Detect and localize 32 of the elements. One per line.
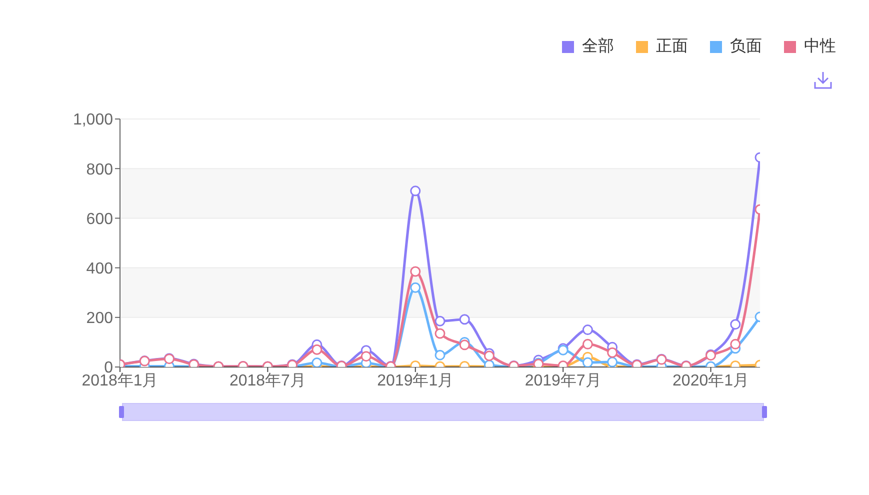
y-tick-label: 200: [86, 310, 114, 328]
point: [312, 344, 322, 355]
legend-label: 正面: [656, 37, 688, 57]
x-tick-label: 2020年1月: [672, 372, 750, 390]
point: [582, 338, 593, 350]
y-tick-label: 600: [86, 210, 114, 228]
point: [410, 282, 421, 293]
legend-label: 中性: [804, 36, 836, 57]
x-tick-label: 2019年7月: [524, 372, 602, 390]
point: [434, 316, 446, 326]
point: [312, 358, 322, 367]
point: [410, 186, 421, 196]
point: [582, 357, 593, 367]
point: [360, 351, 372, 362]
x-tick-label: 2018年1月: [82, 372, 158, 390]
legend-label: 负面: [730, 37, 762, 57]
point: [434, 328, 446, 339]
point: [434, 350, 446, 360]
point: [730, 319, 741, 330]
point: [459, 314, 470, 325]
point: [607, 347, 618, 358]
x-tick-label: 2018年7月: [229, 372, 306, 390]
point: [410, 266, 421, 277]
y-tick-label: 800: [86, 161, 114, 178]
x-tick-label: 2019年1月: [377, 372, 454, 390]
point: [730, 338, 741, 350]
point: [484, 350, 494, 362]
point: [582, 324, 593, 336]
legend-label: 全部: [582, 36, 614, 57]
y-tick-label: 1,000: [72, 112, 114, 129]
y-tick-label: 400: [86, 260, 114, 278]
point: [459, 340, 470, 350]
